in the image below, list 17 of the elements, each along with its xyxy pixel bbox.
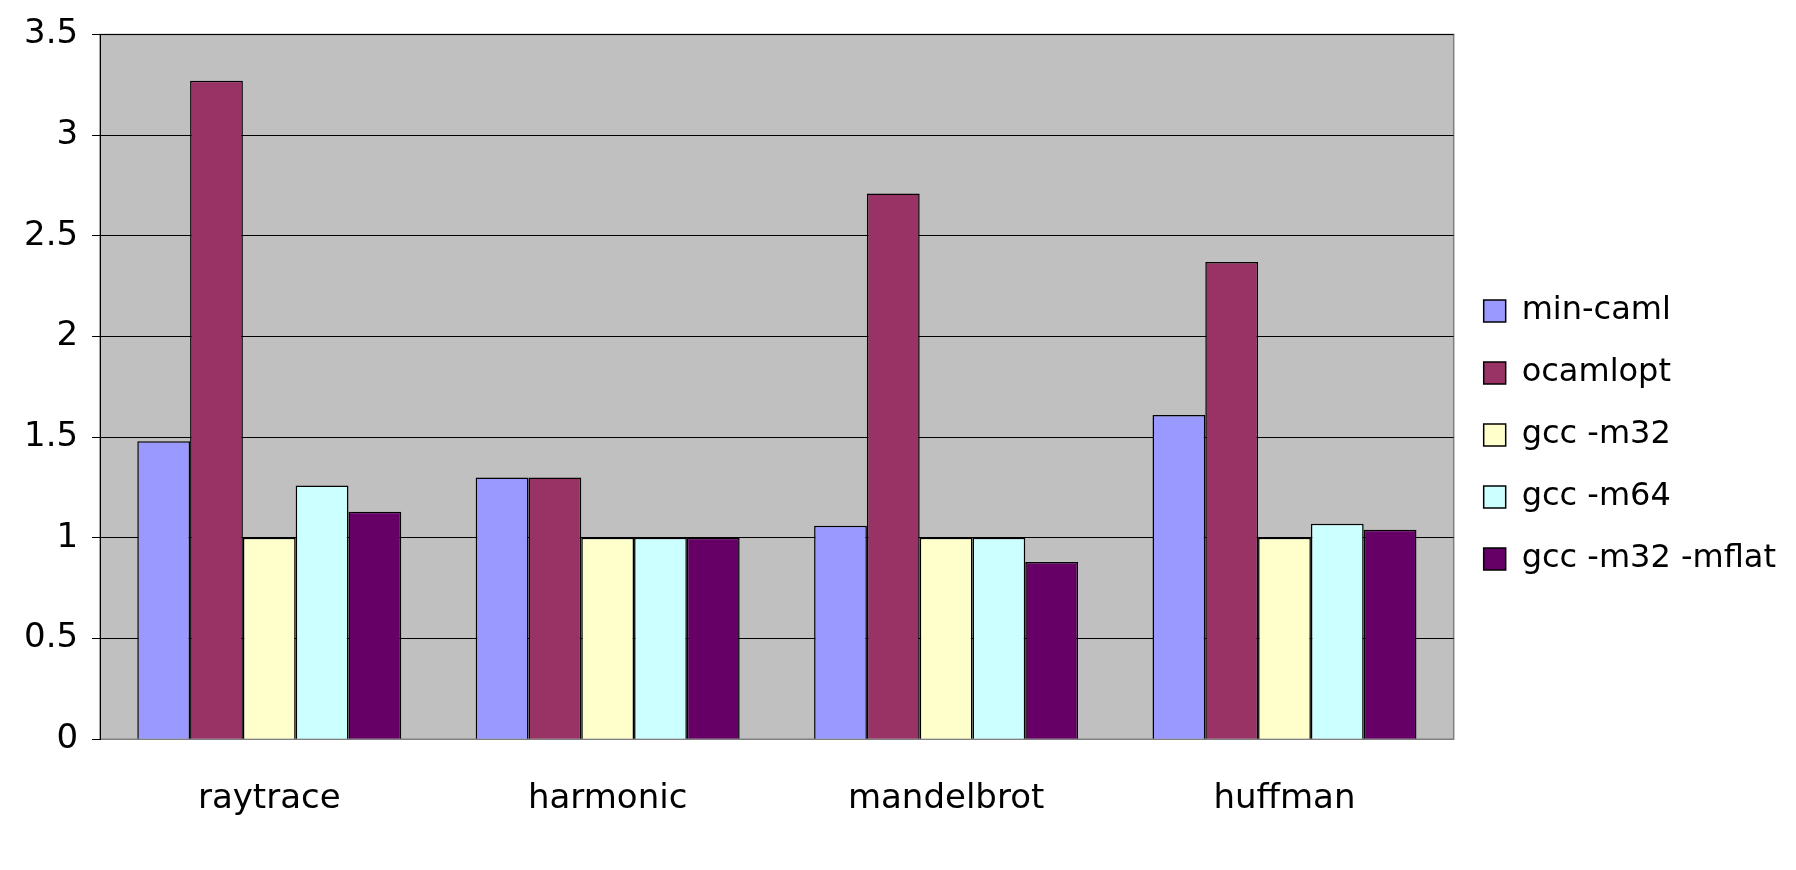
legend-label: ocamlopt	[1521, 351, 1671, 390]
legend-label: gcc -m32	[1521, 413, 1671, 452]
y-tick-label: 3	[56, 111, 79, 152]
x-tick-label: harmonic	[527, 776, 688, 817]
legend-label: min-caml	[1521, 289, 1671, 328]
y-tick-label: 1.5	[23, 413, 79, 454]
x-tick-label: huffman	[1213, 776, 1356, 817]
y-tick-label: 1	[56, 514, 79, 555]
y-tick-label: 0	[56, 716, 79, 757]
x-tick-label: mandelbrot	[847, 776, 1045, 817]
y-tick-label: 0.5	[23, 615, 79, 656]
x-tick-label: raytrace	[197, 776, 341, 817]
legend-label: gcc -m64	[1521, 475, 1671, 514]
y-tick-label: 2	[56, 313, 79, 354]
y-tick-label: 3.5	[23, 11, 79, 52]
y-tick-label: 2.5	[23, 212, 79, 253]
legend-label: gcc -m32 -mflat	[1521, 537, 1776, 576]
